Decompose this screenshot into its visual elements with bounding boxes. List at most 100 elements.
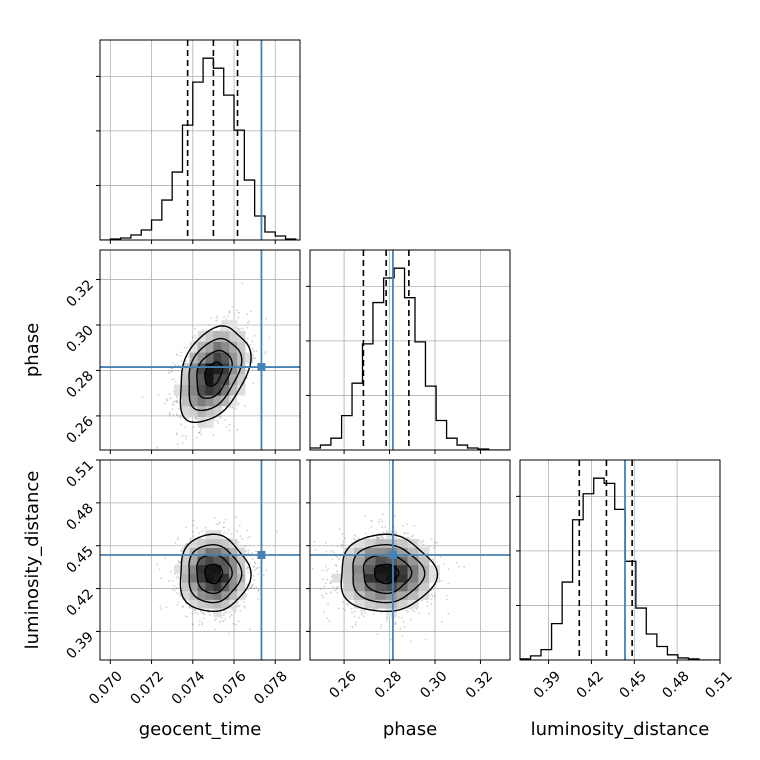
sample-point — [422, 543, 425, 546]
density-cell — [205, 384, 214, 396]
sample-point — [231, 608, 234, 611]
sample-point — [247, 549, 250, 552]
sample-point — [176, 563, 179, 565]
scatter-density — [100, 250, 300, 450]
sample-point — [192, 519, 195, 522]
density-cell — [343, 590, 355, 600]
density-cell — [396, 538, 408, 548]
sample-point — [171, 408, 174, 411]
density-cell — [237, 556, 246, 566]
sample-point — [246, 566, 249, 569]
sample-point — [193, 608, 196, 611]
sample-point — [200, 610, 202, 613]
sample-point — [373, 608, 376, 610]
sample-point — [176, 396, 178, 398]
sample-point — [196, 527, 199, 529]
sample-point — [239, 535, 242, 538]
density-cell — [407, 573, 419, 583]
sample-point — [168, 393, 171, 395]
x-axis-label-luminosity-distance: luminosity_distance — [531, 719, 710, 740]
sample-point — [230, 614, 233, 617]
density-cell — [407, 590, 419, 600]
density-cell — [181, 384, 191, 396]
density-cell — [407, 582, 419, 592]
sample-point — [246, 583, 249, 586]
sample-point — [381, 537, 384, 539]
density-cell — [386, 608, 398, 618]
sample-point — [191, 612, 194, 615]
density-cell — [197, 341, 206, 353]
density-cell — [364, 556, 376, 566]
density-cell — [205, 373, 214, 385]
axes-frame — [519, 459, 721, 661]
sample-point — [246, 326, 249, 329]
sample-point — [340, 543, 343, 546]
density-cell — [205, 363, 214, 375]
sample-point — [165, 606, 168, 608]
density-cell — [197, 395, 206, 407]
density-cell — [332, 573, 344, 583]
sample-point — [410, 535, 413, 538]
sample-point — [170, 570, 172, 573]
sample-point — [247, 571, 249, 574]
sample-point — [235, 623, 238, 626]
contour-line — [352, 543, 426, 604]
sample-point — [257, 589, 259, 592]
sample-point — [336, 556, 339, 559]
sample-point — [314, 548, 317, 551]
sample-point — [219, 521, 221, 524]
density-cell — [353, 582, 365, 592]
sample-point — [350, 607, 353, 610]
density-cell — [229, 341, 238, 353]
sample-point — [181, 605, 184, 608]
sample-point — [167, 369, 170, 371]
sample-point — [198, 624, 201, 626]
density-cell — [205, 406, 214, 418]
sample-point — [241, 327, 244, 330]
sample-point — [183, 347, 186, 349]
sample-point — [402, 620, 405, 623]
density-cell — [229, 564, 238, 574]
sample-point — [334, 564, 337, 567]
axis-ticks — [96, 75, 276, 244]
sample-point — [325, 570, 328, 572]
sample-point — [378, 532, 380, 535]
axes-frame — [309, 459, 511, 661]
sample-point — [446, 598, 449, 601]
sample-point — [219, 417, 222, 419]
sample-point — [176, 432, 178, 435]
sample-point — [377, 537, 380, 539]
histogram-steps — [310, 250, 510, 450]
sample-point — [253, 587, 256, 590]
sample-point — [228, 616, 231, 619]
density-cell — [189, 538, 198, 548]
sample-point — [219, 620, 222, 623]
sample-point — [249, 563, 252, 565]
sample-point — [201, 623, 203, 626]
sample-point — [386, 617, 388, 620]
sample-point — [340, 546, 343, 549]
density-cell — [197, 363, 206, 375]
density-cell — [364, 538, 376, 548]
density-cell — [181, 373, 191, 385]
sample-point — [335, 586, 338, 589]
sample-point — [185, 360, 188, 363]
sample-point — [177, 364, 180, 367]
density-cell — [213, 395, 222, 407]
sample-point — [385, 620, 388, 622]
sample-point — [342, 607, 345, 610]
sample-point — [254, 562, 257, 565]
sample-point — [248, 628, 251, 630]
sample-point — [344, 609, 347, 611]
sample-point — [323, 610, 325, 613]
density-cell — [407, 564, 419, 574]
density-cell — [353, 573, 365, 583]
sample-point — [165, 398, 168, 401]
sample-point — [186, 616, 189, 618]
sample-point — [198, 620, 201, 623]
density-cell — [205, 341, 214, 353]
density-cell — [181, 547, 191, 557]
sample-point — [175, 414, 178, 417]
sample-point — [251, 584, 254, 587]
sample-point — [336, 545, 339, 548]
